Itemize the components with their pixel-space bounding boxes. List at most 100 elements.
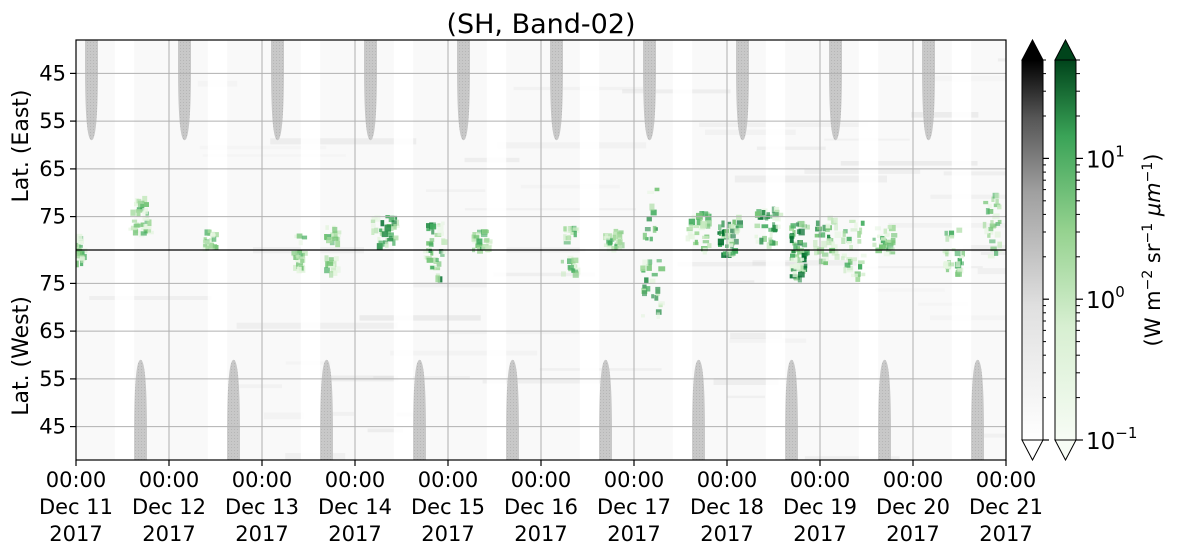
emission-cell [567,255,574,261]
emission-cell [387,238,394,242]
emission-cell [440,253,445,257]
emission-cell [949,234,955,239]
emission-cell [688,218,696,226]
emission-cell [801,242,808,248]
emission-cell [334,256,339,262]
x-tick-label: 00:00 Dec 16 2017 [504,468,578,546]
emission-cell [479,242,483,247]
colorbar-greys-extend-max [1021,38,1044,61]
west-no-data-dome [878,359,891,460]
emission-cell [431,229,435,235]
emission-cell [438,249,444,254]
emission-cell [481,245,487,251]
emission-cell [757,216,763,220]
background-streak [713,378,779,385]
emission-cell [736,224,744,229]
emission-cell [701,211,709,217]
emission-cell [484,237,490,242]
emission-cell [790,268,797,272]
east-no-data-dome [550,40,563,141]
background-streak [963,245,1006,252]
emission-cell [76,260,79,268]
emission-cell [872,237,876,241]
emission-cell [641,314,645,318]
emission-cell [733,238,739,245]
west-no-data-layer [134,359,984,460]
emission-cell [846,241,852,245]
colorbar-tick-label: 100 [1086,283,1125,314]
emission-cell [426,257,434,263]
emission-cell [658,303,663,308]
emission-cell [804,251,809,257]
background-streak [270,138,417,145]
emission-cell [658,266,666,272]
x-tick-time: 00:00 [325,468,386,492]
x-tick-time: 00:00 [46,468,107,492]
background-streak [997,58,1006,62]
x-tick-year: 2017 [514,522,567,546]
colorbar-label-pre: (W m [1141,290,1165,346]
emission-cell [699,219,703,223]
background-streak [390,350,538,356]
emission-cell [78,238,84,244]
emission-cell [762,235,767,242]
x-tick-time: 00:00 [790,468,851,492]
emission-cell [142,195,148,203]
emission-cell [885,239,891,244]
emission-cell [989,223,997,228]
background-streak [497,142,647,149]
emission-cell [960,261,964,266]
emission-cell [143,229,148,234]
emission-cell [142,208,148,215]
emission-cell [571,267,576,273]
emission-cell [564,226,571,234]
emission-cell [329,271,334,278]
emission-cell [655,286,661,294]
emission-cell [818,258,826,265]
emission-cell [831,244,838,252]
emission-cell [860,253,867,258]
colorbar-tick-label: 10−1 [1086,424,1137,455]
emission-cell [841,237,846,244]
emission-cell [573,230,577,238]
emission-cell [644,277,649,284]
east-no-data-dome [178,40,191,141]
x-tick-date: Dec 11 [39,495,113,519]
emission-cell [560,259,564,264]
emission-cell [800,257,805,261]
emission-cell [334,230,342,235]
x-tick-year: 2017 [793,522,846,546]
emission-cell [211,232,216,238]
emission-cell [429,238,435,243]
y-tick-label: 65 [39,319,66,343]
x-tick-label: 00:00 Dec 21 2017 [969,468,1043,546]
emission-cell [995,199,999,205]
emission-cell [771,227,778,233]
emission-cell [212,244,218,248]
emission-cell [884,242,889,248]
emission-cell [571,257,579,264]
emission-cell [136,212,141,217]
emission-cell [332,226,338,234]
emission-cell [429,223,437,230]
west-no-data-dome [413,359,426,460]
colorbar-tick-base: 10 [1086,147,1115,173]
emission-cell [211,236,217,242]
emission-cell [736,220,743,225]
emission-cell [613,231,617,236]
emission-cell [789,264,796,271]
emission-cell [381,231,389,238]
colorbar-greens-extend-max [1054,38,1077,61]
emission-cell [888,247,895,251]
emission-cell [656,259,662,263]
emission-cell [841,256,845,261]
emission-cell [849,219,856,223]
emission-cell [956,227,963,233]
colorbar-tick-base: 10 [1086,429,1115,455]
emission-cell [205,246,210,251]
east-no-data-dome [736,40,749,141]
emission-cell [471,238,478,242]
emission-cell [485,245,492,252]
emission-cell [843,266,847,274]
colorbar-tick-exp: 0 [1115,283,1125,301]
